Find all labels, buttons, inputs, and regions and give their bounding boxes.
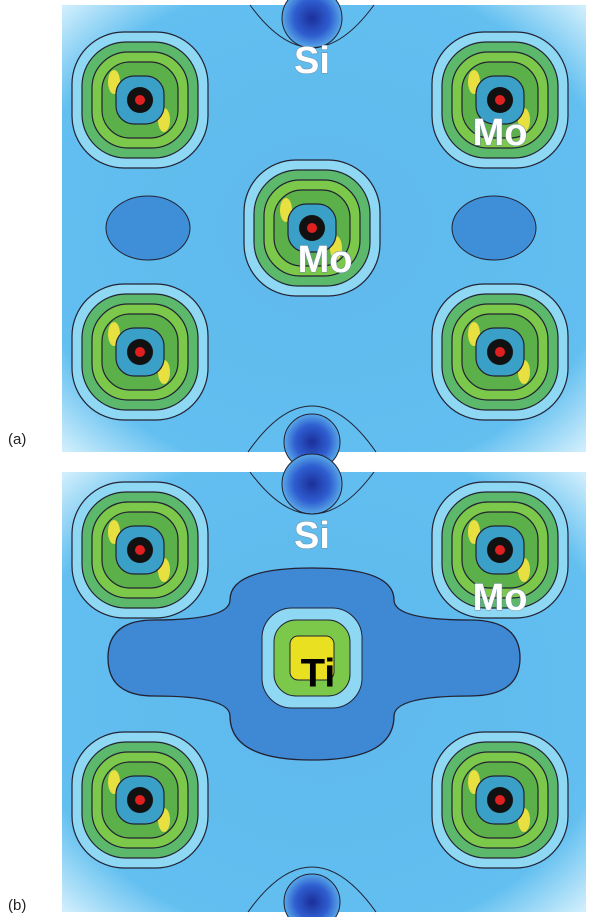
panel-b: (b) Si Mo Ti: [8, 454, 586, 917]
figure: (a) Si Mo Mo (b) Si Mo Ti: [0, 0, 604, 917]
atom-label: Si: [294, 515, 330, 557]
atom-label: Mo: [298, 239, 353, 281]
panel-label: (b): [8, 897, 26, 914]
atom-label: Si: [294, 40, 330, 82]
atom-label: Mo: [473, 112, 528, 154]
atom-label: Mo: [473, 577, 528, 619]
panel-a: (a) Si Mo Mo: [8, 0, 586, 470]
atom-label: Ti: [301, 652, 336, 696]
panel-label: (a): [8, 431, 26, 448]
